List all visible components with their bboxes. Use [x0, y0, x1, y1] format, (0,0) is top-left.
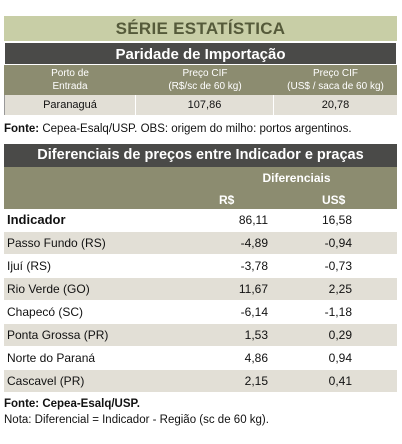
header-differentials: Diferenciais — [262, 171, 331, 185]
document: SÉRIE ESTATÍSTICA Paridade de Importação… — [4, 0, 397, 427]
footnote: Nota: Diferencial = Indicador - Região (… — [4, 414, 269, 426]
source-note: Fonte: Cepea-Esalq/USP. OBS: origem do m… — [4, 123, 352, 135]
header-port: Porto de Entrada — [51, 68, 89, 92]
differentials-table: Diferenciais de preços entre Indicador e… — [4, 144, 397, 393]
table-title: Diferenciais de preços entre Indicador e… — [4, 144, 397, 167]
import-parity-table: Paridade de Importação Porto de Entrada P… — [4, 42, 397, 116]
table-row: Cascavel (PR) 2,15 0,41 — [4, 370, 397, 393]
source-note: Fonte: Cepea-Esalq/USP. — [4, 398, 140, 410]
header-price-brl: Preço CIF (R$/sc de 60 kg) — [168, 68, 242, 92]
table-row: Ponta Grossa (PR) 1,53 0,29 — [4, 324, 397, 347]
table-row: Rio Verde (GO) 11,67 2,25 — [4, 278, 397, 301]
header-price-usd: Preço CIF (US$ / saca de 60 kg) — [287, 68, 384, 92]
table-row: Paranaguá 107,86 20,78 — [4, 95, 397, 116]
table-header: Porto de Entrada Preço CIF (R$/sc de 60 kg… — [4, 65, 397, 95]
table-title: Paridade de Importação — [4, 42, 397, 65]
table-row: Ijuí (RS) -3,78 -0,73 — [4, 255, 397, 278]
table-row: Norte do Paraná 4,86 0,94 — [4, 347, 397, 370]
header-brl: R$ — [219, 193, 235, 207]
header-usd: US$ — [322, 193, 346, 207]
cell-price-usd: 20,78 — [321, 99, 350, 111]
section-banner: SÉRIE ESTATÍSTICA — [4, 16, 397, 41]
cell-price-brl: 107,86 — [136, 95, 274, 115]
table-header: Diferenciais R$ US$ — [4, 167, 397, 209]
table-row: Passo Fundo (RS) -4,89 -0,94 — [4, 232, 397, 255]
cell-port: Paranaguá — [4, 95, 136, 115]
table-row: Chapecó (SC) -6,14 -1,18 — [4, 301, 397, 324]
table-row: Indicador 86,11 16,58 — [4, 209, 397, 232]
